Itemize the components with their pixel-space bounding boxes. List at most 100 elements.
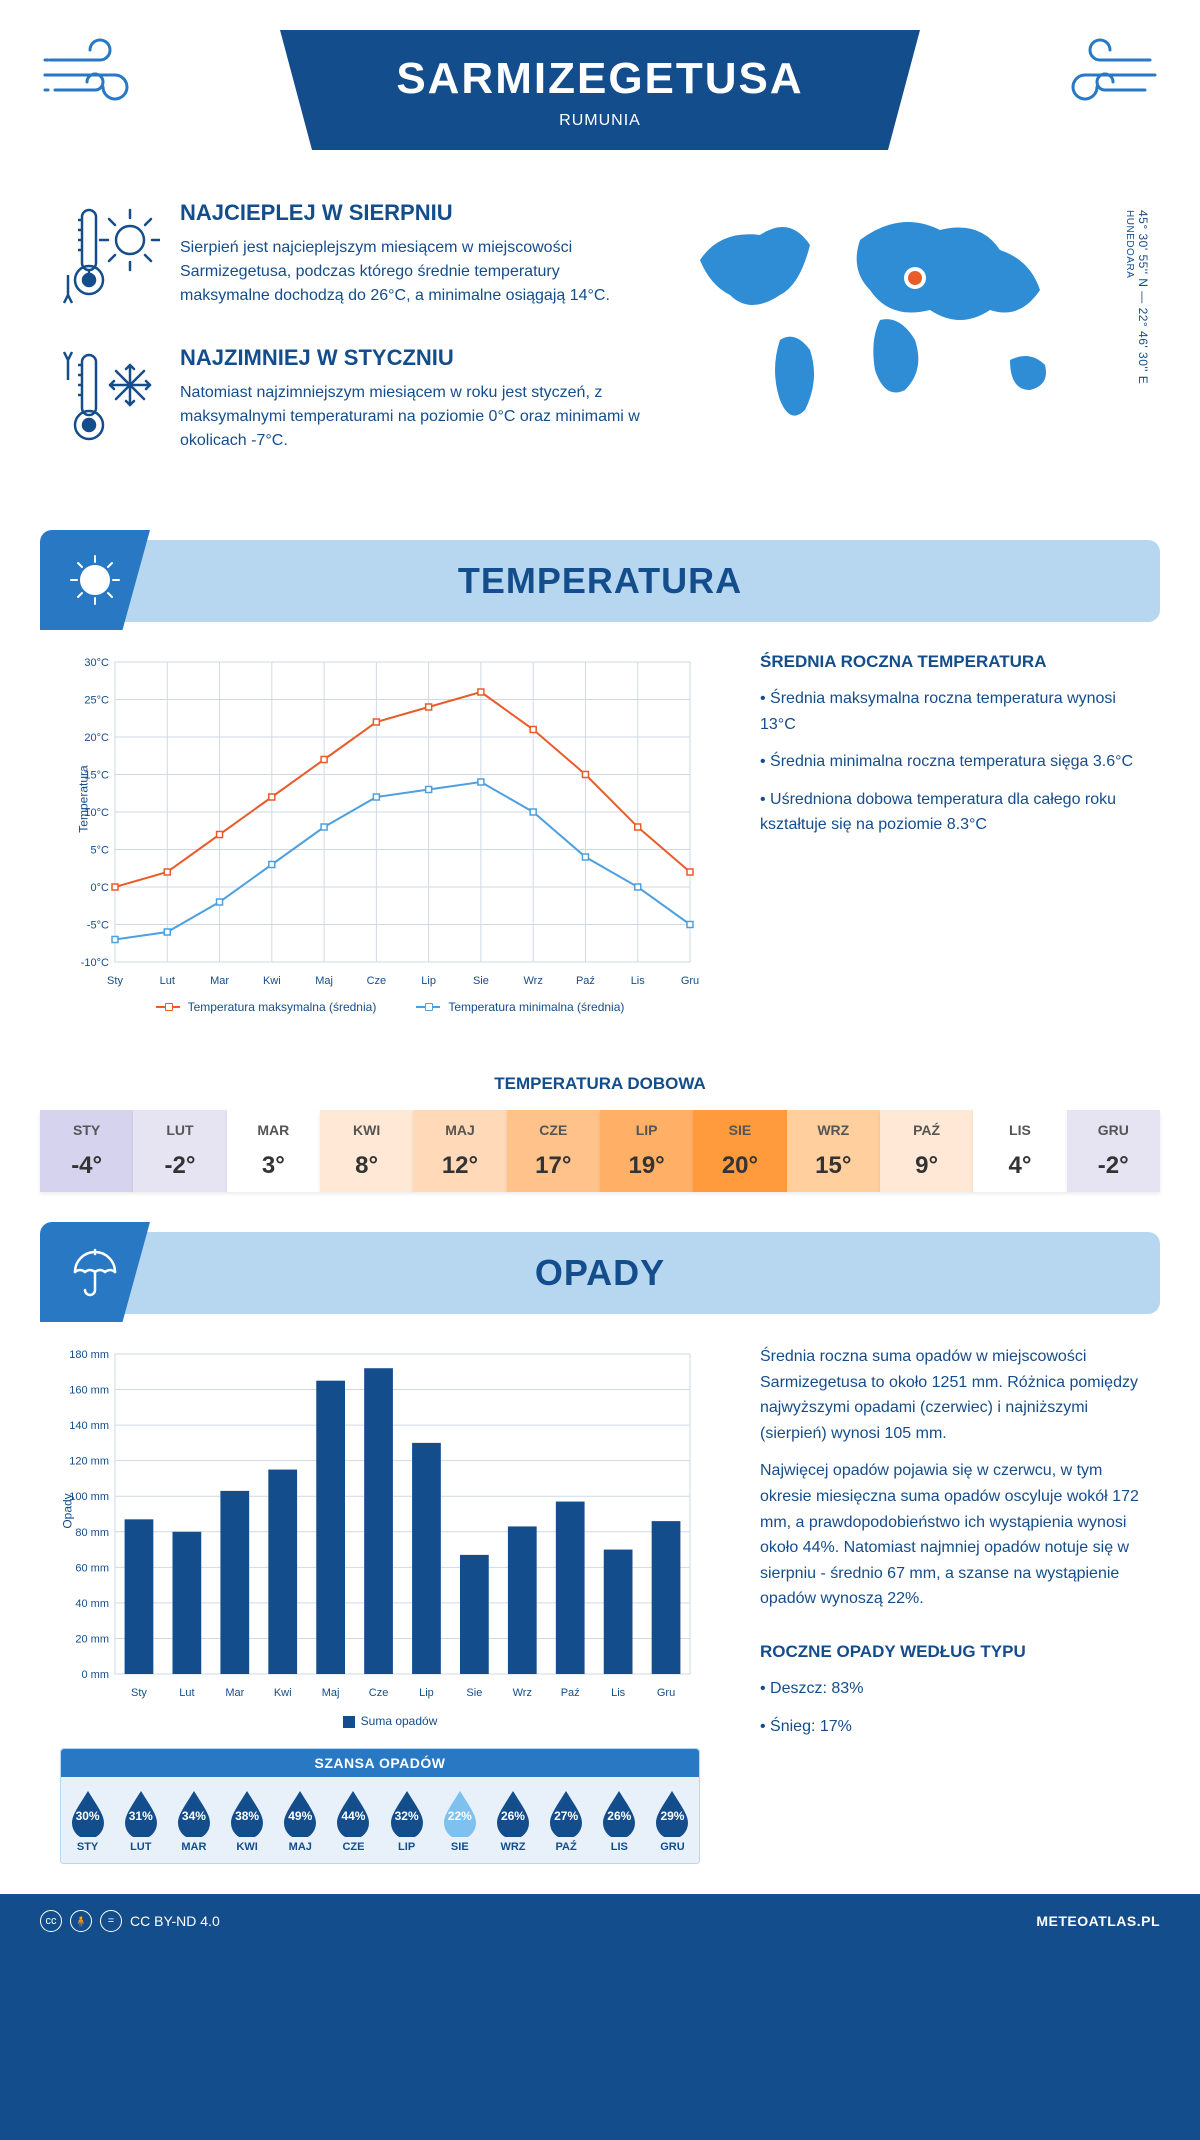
- chance-title: SZANSA OPADÓW: [61, 1749, 699, 1777]
- fact-hot: NAJCIEPLEJ W SIERPNIU Sierpień jest najc…: [60, 200, 640, 315]
- svg-text:Lip: Lip: [419, 1687, 434, 1699]
- daily-temp-cell: CZE17°: [507, 1110, 600, 1192]
- svg-text:160 mm: 160 mm: [69, 1385, 109, 1397]
- temp-section-header: TEMPERATURA: [40, 540, 1160, 622]
- temp-line-chart: Temperatura -10°C-5°C0°C5°C10°C15°C20°C2…: [60, 652, 700, 992]
- fact-cold-body: Natomiast najzimniejszym miesiącem w rok…: [180, 381, 640, 453]
- cc-icon: cc: [40, 1910, 62, 1932]
- svg-text:Sie: Sie: [466, 1687, 482, 1699]
- svg-text:100 mm: 100 mm: [69, 1491, 109, 1503]
- city-title: SARMIZEGETUSA: [360, 54, 840, 104]
- chance-cell: 32%LIP: [380, 1777, 433, 1863]
- chance-cell: 49%MAJ: [274, 1777, 327, 1863]
- precip-para2: Najwięcej opadów pojawia się w czerwcu, …: [760, 1458, 1140, 1612]
- temp-bullet: Średnia minimalna roczna temperatura się…: [760, 749, 1140, 775]
- daily-temp-cell: LUT-2°: [133, 1110, 226, 1192]
- precip-section-header: OPADY: [40, 1232, 1160, 1314]
- svg-text:140 mm: 140 mm: [69, 1420, 109, 1432]
- svg-text:Wrz: Wrz: [524, 975, 543, 987]
- chance-cell: 31%LUT: [114, 1777, 167, 1863]
- svg-text:Lut: Lut: [179, 1687, 194, 1699]
- thermometer-snow-icon: [60, 345, 160, 460]
- country-subtitle: RUMUNIA: [360, 112, 840, 130]
- world-map-icon: [680, 200, 1140, 445]
- nd-icon: =: [100, 1910, 122, 1932]
- daily-temp-cell: MAR3°: [227, 1110, 320, 1192]
- page-header: SARMIZEGETUSA RUMUNIA: [0, 0, 1200, 170]
- temp-section-title: TEMPERATURA: [70, 560, 1130, 602]
- svg-text:Lut: Lut: [160, 975, 175, 987]
- precip-section-title: OPADY: [70, 1252, 1130, 1294]
- sun-icon: [40, 530, 150, 630]
- fact-cold: NAJZIMNIEJ W STYCZNIU Natomiast najzimni…: [60, 345, 640, 460]
- svg-text:Maj: Maj: [322, 1687, 340, 1699]
- svg-text:20°C: 20°C: [84, 732, 109, 744]
- thermometer-sun-icon: [60, 200, 160, 315]
- daily-temp-cell: PAŹ9°: [880, 1110, 973, 1192]
- svg-text:Paź: Paź: [576, 975, 595, 987]
- daily-temp-cell: LIS4°: [973, 1110, 1066, 1192]
- precip-bar-chart: Opady 0 mm20 mm40 mm60 mm80 mm100 mm120 …: [60, 1344, 700, 1704]
- daily-temp-cell: KWI8°: [320, 1110, 413, 1192]
- chance-cell: 26%LIS: [593, 1777, 646, 1863]
- svg-text:Cze: Cze: [367, 975, 387, 987]
- svg-text:Sty: Sty: [107, 975, 123, 987]
- svg-text:5°C: 5°C: [91, 845, 110, 857]
- svg-text:-10°C: -10°C: [81, 957, 109, 969]
- daily-temp-cell: LIP19°: [600, 1110, 693, 1192]
- title-banner: SARMIZEGETUSA RUMUNIA: [280, 30, 920, 150]
- temp-section-body: Temperatura -10°C-5°C0°C5°C10°C15°C20°C2…: [0, 652, 1200, 1044]
- wind-icon-left: [40, 30, 160, 115]
- precip-type-title: ROCZNE OPADY WEDŁUG TYPU: [760, 1642, 1140, 1662]
- svg-text:Wrz: Wrz: [513, 1687, 532, 1699]
- svg-text:Paź: Paź: [561, 1687, 580, 1699]
- page-container: SARMIZEGETUSA RUMUNIA: [0, 0, 1200, 1948]
- svg-text:120 mm: 120 mm: [69, 1456, 109, 1468]
- chance-cell: 22%SIE: [433, 1777, 486, 1863]
- chance-cell: 30%STY: [61, 1777, 114, 1863]
- license-text: CC BY-ND 4.0: [130, 1913, 220, 1929]
- svg-text:Gru: Gru: [657, 1687, 675, 1699]
- svg-text:0°C: 0°C: [91, 882, 110, 894]
- fact-cold-title: NAJZIMNIEJ W STYCZNIU: [180, 345, 640, 371]
- svg-text:Lis: Lis: [611, 1687, 626, 1699]
- daily-temp-cell: MAJ12°: [413, 1110, 506, 1192]
- daily-temp-table: STY-4°LUT-2°MAR3°KWI8°MAJ12°CZE17°LIP19°…: [0, 1110, 1200, 1222]
- temp-side-title: ŚREDNIA ROCZNA TEMPERATURA: [760, 652, 1140, 672]
- svg-text:25°C: 25°C: [84, 695, 109, 707]
- license-badge: cc 🧍 = CC BY-ND 4.0: [40, 1910, 220, 1932]
- by-icon: 🧍: [70, 1910, 92, 1932]
- chance-cell: 26%WRZ: [486, 1777, 539, 1863]
- daily-temp-cell: SIE20°: [693, 1110, 786, 1192]
- intro-facts: NAJCIEPLEJ W SIERPNIU Sierpień jest najc…: [60, 200, 640, 490]
- svg-text:Cze: Cze: [369, 1687, 389, 1699]
- precip-type-item: Deszcz: 83%: [760, 1676, 1140, 1702]
- chance-cell: 29%GRU: [646, 1777, 699, 1863]
- svg-text:Sie: Sie: [473, 975, 489, 987]
- daily-temp-cell: WRZ15°: [787, 1110, 880, 1192]
- svg-text:0 mm: 0 mm: [82, 1669, 110, 1681]
- svg-text:Kwi: Kwi: [263, 975, 281, 987]
- svg-text:40 mm: 40 mm: [75, 1598, 109, 1610]
- intro-map: 45° 30' 55'' N — 22° 46' 30'' E HUNEDOAR…: [680, 200, 1140, 490]
- fact-hot-title: NAJCIEPLEJ W SIERPNIU: [180, 200, 640, 226]
- precip-chart-ylabel: Opady: [61, 1493, 75, 1528]
- temp-bullet: Uśredniona dobowa temperatura dla całego…: [760, 787, 1140, 838]
- svg-text:Sty: Sty: [131, 1687, 147, 1699]
- coordinates-label: 45° 30' 55'' N — 22° 46' 30'' E HUNEDOAR…: [1122, 210, 1150, 384]
- svg-text:Mar: Mar: [210, 975, 229, 987]
- svg-text:60 mm: 60 mm: [75, 1562, 109, 1574]
- chance-cell: 34%MAR: [167, 1777, 220, 1863]
- temp-bullet: Średnia maksymalna roczna temperatura wy…: [760, 686, 1140, 737]
- daily-temp-cell: STY-4°: [40, 1110, 133, 1192]
- intro-section: NAJCIEPLEJ W SIERPNIU Sierpień jest najc…: [0, 170, 1200, 530]
- temp-chart-ylabel: Temperatura: [77, 765, 91, 832]
- precip-section-body: Opady 0 mm20 mm40 mm60 mm80 mm100 mm120 …: [0, 1344, 1200, 1894]
- svg-text:-5°C: -5°C: [87, 920, 109, 932]
- svg-text:Kwi: Kwi: [274, 1687, 292, 1699]
- precip-chance-box: SZANSA OPADÓW 30%STY31%LUT34%MAR38%KWI49…: [60, 1748, 700, 1864]
- daily-temp-title: TEMPERATURA DOBOWA: [0, 1074, 1200, 1094]
- svg-text:Lip: Lip: [421, 975, 436, 987]
- page-footer: cc 🧍 = CC BY-ND 4.0 METEOATLAS.PL: [0, 1894, 1200, 1948]
- svg-text:20 mm: 20 mm: [75, 1633, 109, 1645]
